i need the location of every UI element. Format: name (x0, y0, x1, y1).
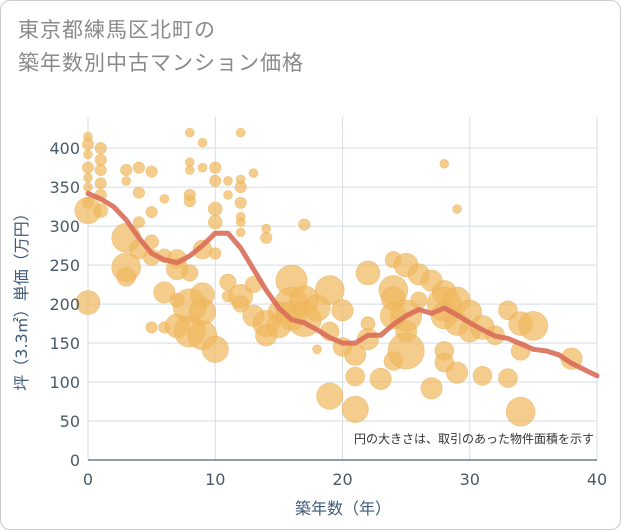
data-bubble (116, 267, 136, 287)
data-bubble (369, 367, 392, 390)
data-bubble (94, 142, 107, 155)
data-bubble (197, 162, 208, 173)
data-bubble (75, 290, 101, 315)
data-bubble (181, 264, 199, 282)
y-tick-label: 150 (49, 334, 80, 353)
data-bubble (234, 196, 247, 209)
y-tick-label: 400 (49, 139, 80, 158)
data-bubble (298, 218, 311, 231)
data-bubble (159, 194, 170, 204)
y-tick-label: 250 (49, 256, 80, 275)
data-bubble (185, 165, 195, 175)
x-tick-labels: 0 10 20 30 40 (83, 470, 607, 489)
data-bubble (314, 275, 345, 305)
data-bubble (209, 174, 222, 187)
title-line-2: 築年数別中古マンション価格 (18, 51, 304, 75)
data-bubble (83, 173, 93, 183)
data-bubble (472, 366, 493, 386)
data-bubble (207, 214, 223, 230)
chart-title: 東京都練馬区北町の 築年数別中古マンション価格 (18, 14, 304, 80)
data-bubble (235, 127, 246, 138)
data-bubble (420, 377, 443, 400)
data-bubble (223, 176, 233, 186)
data-bubble (185, 127, 195, 138)
data-bubble (197, 137, 208, 148)
data-bubble (261, 223, 271, 234)
data-bubble (81, 161, 95, 174)
data-bubble (145, 321, 158, 334)
data-bubble (201, 335, 229, 363)
data-bubble (145, 206, 158, 219)
data-bubble (235, 217, 246, 228)
y-tick-label: 350 (49, 178, 80, 197)
data-bubble (81, 138, 95, 151)
data-bubble (518, 311, 549, 341)
data-bubble (316, 382, 344, 410)
x-tick-label: 10 (205, 470, 225, 489)
data-bubble (153, 281, 176, 304)
data-bubble (83, 149, 93, 160)
data-bubble (132, 161, 145, 174)
y-tick-labels: 0 50 100 150 200 250 300 350 400 (49, 139, 80, 470)
y-tick-label: 50 (60, 412, 80, 431)
bubble-series (74, 127, 583, 427)
data-bubble (207, 201, 223, 217)
data-bubble (452, 204, 462, 214)
data-bubble (183, 195, 196, 208)
data-bubble (498, 368, 518, 388)
data-bubble (120, 163, 133, 177)
x-axis-label: 築年数（年） (295, 499, 391, 518)
bubble-size-note: 円の大きさは、取引のあった物件面積を示す (354, 431, 594, 446)
data-bubble (234, 181, 247, 194)
data-bubble (355, 260, 381, 286)
data-bubble (209, 161, 222, 174)
x-tick-label: 30 (460, 470, 480, 489)
data-bubble (94, 153, 107, 166)
data-bubble (341, 395, 369, 423)
data-bubble (232, 295, 250, 313)
y-tick-label: 200 (49, 295, 80, 314)
data-bubble (83, 182, 93, 192)
y-tick-label: 0 (70, 451, 80, 470)
data-bubble (445, 361, 469, 384)
data-bubble (260, 231, 273, 244)
data-bubble (132, 186, 145, 199)
data-bubble (94, 163, 107, 177)
x-tick-label: 0 (83, 470, 93, 489)
y-axis-label: 坪（3.3㎡）単価（万円） (12, 205, 31, 390)
y-tick-label: 100 (49, 373, 80, 392)
data-bubble (248, 168, 259, 178)
y-tick-label: 300 (49, 217, 80, 236)
data-bubble (94, 177, 107, 190)
data-bubble (132, 216, 145, 229)
data-bubble (439, 158, 450, 169)
data-bubble (93, 203, 109, 218)
data-bubble (312, 344, 322, 355)
data-bubble (387, 332, 425, 370)
x-tick-label: 20 (332, 470, 352, 489)
x-tick-label: 40 (587, 470, 607, 489)
data-bubble (331, 299, 354, 322)
title-line-1: 東京都練馬区北町の (18, 18, 216, 42)
data-bubble (209, 247, 222, 260)
data-bubble (345, 366, 366, 387)
data-bubble (223, 190, 233, 200)
trend-line (85, 190, 600, 379)
data-bubble (235, 227, 246, 238)
data-bubble (410, 291, 428, 309)
data-bubble (145, 165, 158, 178)
data-bubble (505, 396, 536, 427)
data-bubble (121, 176, 131, 186)
